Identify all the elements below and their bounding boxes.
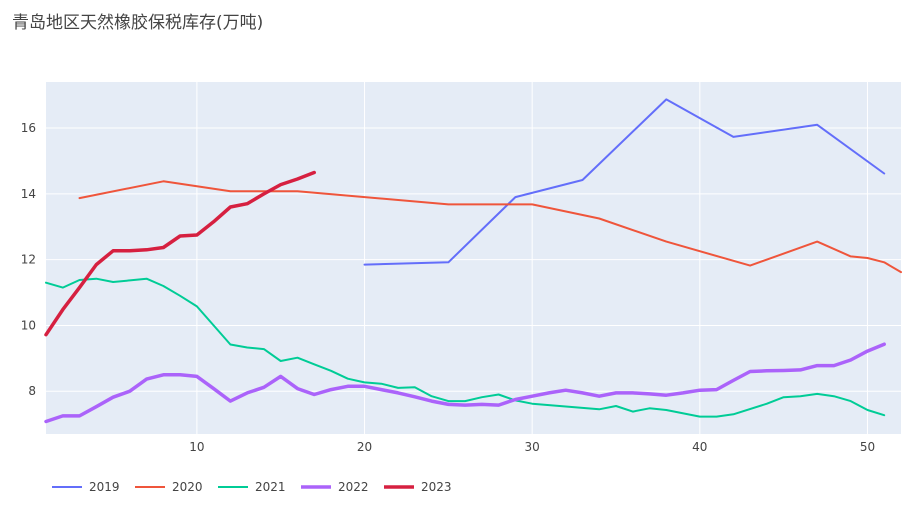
legend-label-2023[interactable]: 2023 — [421, 480, 452, 494]
series-group — [44, 98, 902, 424]
x-tick-label: 50 — [860, 440, 875, 454]
y-tick-label: 8 — [28, 384, 36, 398]
y-tick-label: 16 — [21, 121, 36, 135]
chart-title: 青岛地区天然橡胶保税库存(万吨) — [12, 13, 263, 33]
x-tick-label: 10 — [189, 440, 204, 454]
legend-label-2022[interactable]: 2022 — [338, 480, 369, 494]
x-tick-label: 40 — [692, 440, 707, 454]
y-tick-label: 10 — [21, 318, 36, 332]
x-axis-ticks: 10 20 30 40 50 — [189, 440, 875, 454]
gridlines — [46, 82, 901, 434]
series-line-2023 — [44, 170, 316, 337]
series-line-2021 — [45, 277, 886, 418]
legend-label-2021[interactable]: 2021 — [255, 480, 286, 494]
x-tick-label: 20 — [357, 440, 372, 454]
legend-label-2019[interactable]: 2019 — [89, 480, 120, 494]
legend: 2019 2020 2021 2022 2023 — [52, 480, 452, 494]
series-line-2019 — [363, 98, 886, 266]
y-tick-label: 12 — [21, 253, 36, 267]
x-tick-label: 30 — [525, 440, 540, 454]
series-line-2022 — [44, 342, 886, 424]
y-axis-ticks: 8 10 12 14 16 — [21, 121, 36, 398]
series-line-2020 — [78, 180, 902, 274]
legend-label-2020[interactable]: 2020 — [172, 480, 203, 494]
y-tick-label: 14 — [21, 187, 36, 201]
